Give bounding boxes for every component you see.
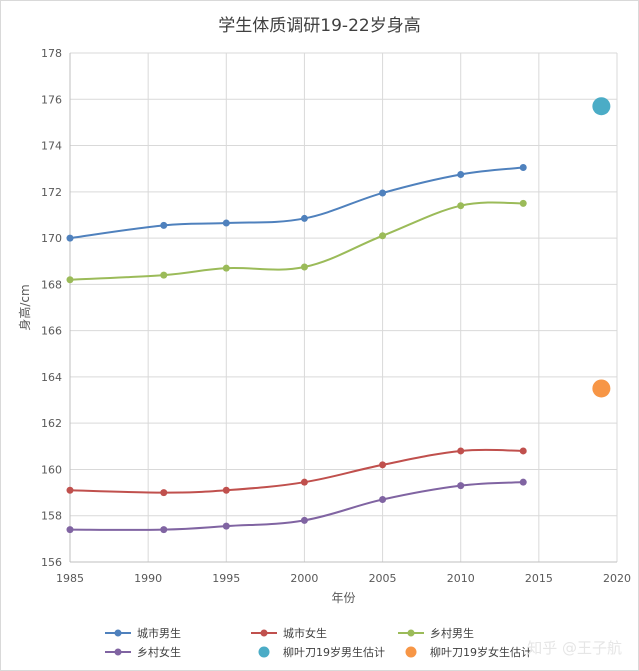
data-point (222, 486, 230, 494)
data-point (457, 202, 465, 210)
x-tick-label: 2020 (603, 572, 631, 585)
data-point (519, 199, 527, 207)
data-point (457, 170, 465, 178)
y-axis-title: 身高/cm (17, 284, 32, 330)
x-tick-label: 2005 (369, 572, 397, 585)
data-point (160, 271, 168, 279)
watermark: 知乎 @王子航 (527, 639, 622, 657)
data-point (300, 516, 308, 524)
data-point (379, 232, 387, 240)
legend-dot-marker (114, 629, 122, 637)
data-point (160, 221, 168, 229)
y-tick-label: 170 (41, 232, 62, 245)
y-tick-label: 164 (41, 371, 62, 384)
x-tick-label: 2010 (447, 572, 475, 585)
data-point (222, 522, 230, 530)
data-point (457, 482, 465, 490)
legend-label: 柳叶刀19岁男生估计 (283, 645, 385, 659)
data-point (300, 214, 308, 222)
y-tick-label: 178 (41, 47, 62, 60)
data-point (519, 164, 527, 172)
y-tick-label: 176 (41, 93, 62, 106)
data-point (379, 461, 387, 469)
y-tick-label: 156 (41, 556, 62, 569)
data-point (66, 234, 74, 242)
legend-dot-marker (260, 629, 268, 637)
legend-dot-marker (114, 648, 122, 656)
series-line-3 (69, 201, 524, 281)
data-point (160, 526, 168, 534)
legend-label: 柳叶刀19岁女生估计 (430, 645, 532, 659)
y-tick-label: 166 (41, 325, 62, 338)
data-point (379, 189, 387, 197)
x-axis-title: 年份 (331, 591, 355, 605)
estimate-point (592, 379, 611, 398)
x-tick-label: 2000 (290, 572, 318, 585)
legend-dot-marker (258, 646, 270, 658)
data-point (519, 478, 527, 486)
y-tick-label: 162 (41, 417, 62, 430)
data-point (300, 263, 308, 271)
series-line-4 (69, 481, 524, 531)
x-tick-label: 1990 (134, 572, 162, 585)
data-point (66, 486, 74, 494)
y-tick-label: 158 (41, 510, 62, 523)
data-point (222, 219, 230, 227)
data-point (66, 526, 74, 534)
chart-title: 学生体质调研19-22岁身高 (218, 16, 421, 36)
series-line-1 (69, 166, 524, 240)
y-tick-label: 168 (41, 278, 62, 291)
y-tick-label: 174 (41, 140, 62, 153)
legend-dot-marker (405, 646, 417, 658)
legend-dot-marker (407, 629, 415, 637)
legend-label: 乡村男生 (430, 626, 474, 640)
legend-label: 城市男生 (137, 626, 181, 640)
y-tick-label: 160 (41, 463, 62, 476)
estimate-point (592, 97, 611, 116)
legend-label: 乡村女生 (137, 645, 181, 659)
data-point (66, 276, 74, 284)
data-point (160, 489, 168, 497)
data-point (457, 447, 465, 455)
legend-label: 城市女生 (283, 626, 327, 640)
data-point (222, 264, 230, 272)
data-point (300, 478, 308, 486)
x-tick-label: 1995 (212, 572, 240, 585)
data-point (519, 447, 527, 455)
data-point (379, 496, 387, 504)
y-tick-label: 172 (41, 186, 62, 199)
x-tick-label: 1985 (56, 572, 84, 585)
x-tick-label: 2015 (525, 572, 553, 585)
